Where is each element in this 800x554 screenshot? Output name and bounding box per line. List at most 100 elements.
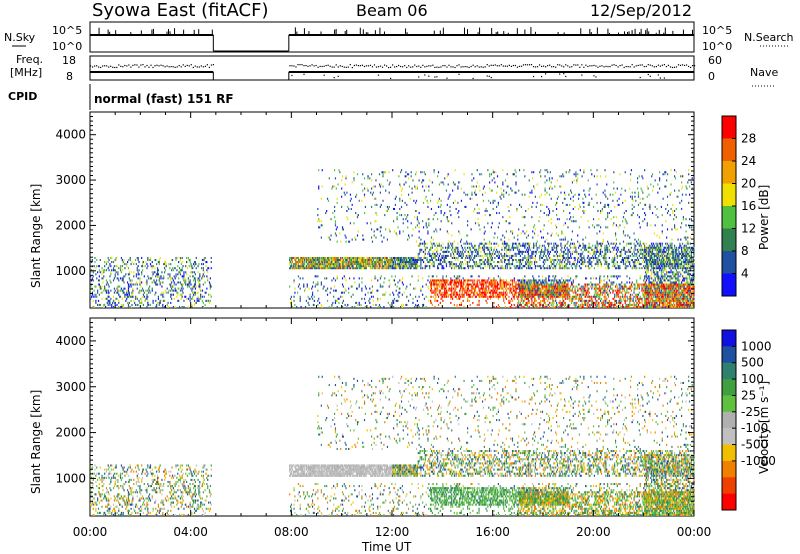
power-cell <box>492 293 494 296</box>
power-cell <box>182 287 184 290</box>
power-cell <box>501 293 503 296</box>
power-cell <box>483 226 485 229</box>
power-cell <box>162 293 164 296</box>
power-cell <box>485 252 487 255</box>
power-cell <box>503 261 506 264</box>
power-cell <box>343 291 345 294</box>
power-cell <box>548 210 551 213</box>
power-cell <box>113 291 115 294</box>
power-cell <box>129 259 131 262</box>
power-cell <box>131 293 133 296</box>
power-cell <box>520 289 522 292</box>
power-cell <box>497 226 500 229</box>
power-cell <box>434 299 436 302</box>
power-cell <box>516 244 518 247</box>
power-cell <box>101 271 103 274</box>
power-cell <box>453 256 455 259</box>
power-cell <box>550 265 552 268</box>
power-cell <box>126 281 129 284</box>
power-cell <box>511 297 513 300</box>
power-cell <box>178 287 180 290</box>
power-cell <box>546 281 548 284</box>
power-cell <box>554 265 556 268</box>
power-cell <box>302 277 304 280</box>
power-cell <box>537 295 539 298</box>
power-cell <box>325 261 327 264</box>
power-cell <box>343 265 345 268</box>
power-cell <box>501 259 503 262</box>
power-cell <box>311 297 314 300</box>
power-cell <box>307 267 309 270</box>
power-cell <box>484 242 486 245</box>
power-cell <box>172 305 174 308</box>
power-cell <box>533 242 535 245</box>
power-cell <box>345 259 347 262</box>
nave-dot <box>442 65 444 67</box>
nave-dot <box>406 66 408 69</box>
power-cell <box>98 275 100 278</box>
power-cell <box>565 293 567 296</box>
power-cell <box>503 285 506 288</box>
power-cell <box>510 287 512 290</box>
power-cell <box>348 261 351 264</box>
power-cell <box>398 259 400 262</box>
power-cell <box>161 271 163 274</box>
power-cell <box>112 305 115 308</box>
power-cell <box>512 173 514 176</box>
power-cell <box>430 259 433 262</box>
nave-dot <box>639 76 641 79</box>
power-cell <box>121 277 123 280</box>
power-cell <box>396 212 398 215</box>
power-cell <box>378 261 380 264</box>
power-cell <box>302 261 304 264</box>
power-cell <box>565 256 567 259</box>
power-cell <box>380 226 382 229</box>
power-cell <box>376 256 378 259</box>
power-cell <box>540 287 542 290</box>
power-cell <box>384 277 386 280</box>
power-cell <box>521 291 523 294</box>
power-cell <box>418 222 420 225</box>
power-cell <box>186 285 189 288</box>
power-cell <box>470 283 472 286</box>
power-cell <box>200 289 202 292</box>
power-cell <box>538 275 540 278</box>
nsky-frame <box>89 21 695 53</box>
power-cell <box>328 261 330 264</box>
power-cell <box>409 265 411 268</box>
power-cell <box>363 267 365 270</box>
power-cell <box>461 252 463 255</box>
power-cell <box>442 256 444 259</box>
power-cell <box>572 297 574 300</box>
power-cell <box>393 279 395 282</box>
power-cell <box>524 246 526 249</box>
power-cell <box>320 265 322 268</box>
power-cell <box>443 214 445 217</box>
power-cell <box>452 279 454 282</box>
power-cell <box>446 291 448 294</box>
power-cell <box>321 169 323 172</box>
power-cell <box>496 285 498 288</box>
power-cell <box>156 273 159 276</box>
power-cell <box>466 279 469 282</box>
power-cell <box>389 261 391 264</box>
power-cell <box>323 263 325 266</box>
power-cell <box>311 256 313 259</box>
power-cell <box>524 242 526 245</box>
power-cell <box>421 181 423 184</box>
power-cell <box>502 240 504 243</box>
power-cell <box>374 265 376 268</box>
nave-dot <box>655 65 657 68</box>
power-cell <box>515 281 517 284</box>
power-cell <box>452 283 455 286</box>
power-cell <box>514 259 516 262</box>
power-cell <box>553 261 555 264</box>
power-cell <box>366 265 368 268</box>
power-cell <box>363 238 365 241</box>
power-cell <box>564 285 566 288</box>
nave-dot <box>450 66 452 68</box>
power-cell <box>454 287 456 290</box>
power-cell <box>482 256 485 259</box>
power-cell <box>200 263 203 266</box>
power-cell <box>509 301 511 304</box>
